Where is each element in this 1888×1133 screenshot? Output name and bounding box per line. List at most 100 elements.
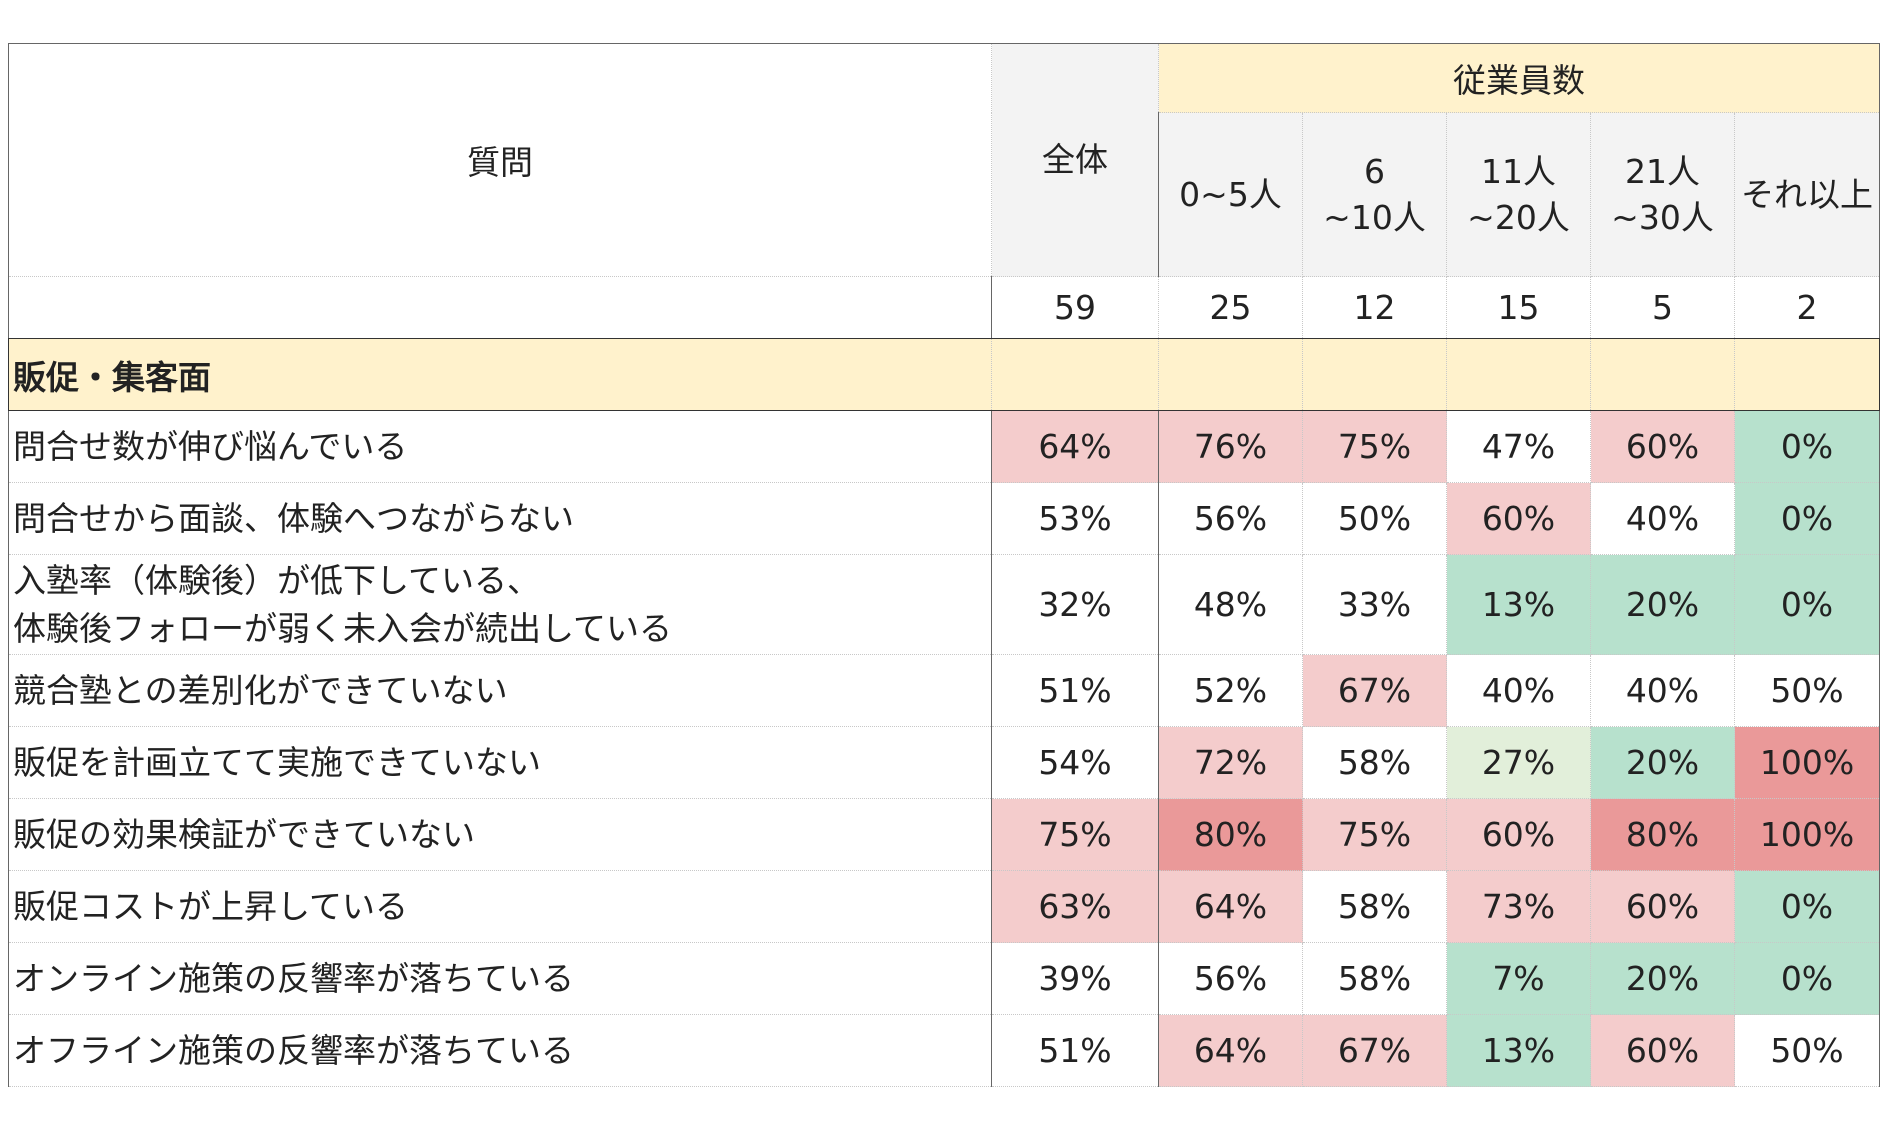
band-header-line: 6 [1364,151,1385,191]
band-header-2: 11人 ~20人 [1446,112,1591,277]
percent-cell: 67% [1302,1014,1447,1087]
percent-cell: 7% [1446,942,1591,1015]
table-row: 販促を計画立てて実施できていない 54% 72% 58% 27% 20% 100% [8,726,1880,799]
question-label: 問合せから面談、体験へつながらない [8,482,992,555]
question-label-line: 販促の効果検証ができていない [13,814,475,854]
band-header-4: それ以上 [1734,112,1880,277]
percent-cell: 40% [1590,654,1735,727]
question-label: 販促の効果検証ができていない [8,798,992,871]
percent-cell: 51% [991,654,1159,727]
question-label: 入塾率（体験後）が低下している、体験後フォローが弱く未入会が続出している [8,554,992,655]
table-row: オンライン施策の反響率が落ちている 39% 56% 58% 7% 20% 0% [8,942,1880,1015]
percent-cell: 0% [1734,942,1880,1015]
percent-cell: 60% [1446,798,1591,871]
percent-cell: 0% [1734,410,1880,483]
percent-cell: 13% [1446,554,1591,655]
table-row: 競合塾との差別化ができていない 51% 52% 67% 40% 40% 50% [8,654,1880,727]
table-row: 販促の効果検証ができていない 75% 80% 75% 60% 80% 100% [8,798,1880,871]
respondent-count: 59 [991,276,1159,339]
percent-cell: 33% [1302,554,1447,655]
section-cell [1734,338,1880,411]
question-label-line: 販促コストが上昇している [13,886,409,926]
percent-cell: 80% [1590,798,1735,871]
question-label-line: 入塾率（体験後）が低下している、 [13,560,541,600]
table-row: 問合せから面談、体験へつながらない 53% 56% 50% 60% 40% 0% [8,482,1880,555]
percent-cell: 50% [1302,482,1447,555]
percent-cell: 58% [1302,726,1447,799]
band-header-1: 6 ~10人 [1302,112,1447,277]
question-label: 問合せ数が伸び悩んでいる [8,410,992,483]
percent-cell: 56% [1158,942,1303,1015]
question-label-line: 問合せから面談、体験へつながらない [13,498,574,538]
band-header-line: それ以上 [1741,174,1873,214]
section-cell [1158,338,1303,411]
respondent-count: 5 [1590,276,1735,339]
table-row: 販促コストが上昇している 63% 64% 58% 73% 60% 0% [8,870,1880,943]
respondent-count: 12 [1302,276,1447,339]
question-label-line: 体験後フォローが弱く未入会が続出している [13,608,673,648]
percent-cell: 100% [1734,798,1880,871]
percent-cell: 50% [1734,1014,1880,1087]
question-label: オフライン施策の反響率が落ちている [8,1014,992,1087]
table-row: オフライン施策の反響率が落ちている 51% 64% 67% 13% 60% 50% [8,1014,1880,1087]
percent-cell: 48% [1158,554,1303,655]
table-row: 入塾率（体験後）が低下している、 体験後フォローが弱く未入会が続出している 32% 4… [8,554,1880,655]
percent-cell: 51% [991,1014,1159,1087]
percent-cell: 40% [1590,482,1735,555]
percent-cell: 73% [1446,870,1591,943]
table-row: 問合せ数が伸び悩んでいる 64% 76% 75% 47% 60% 0% [8,410,1880,483]
percent-cell: 60% [1590,1014,1735,1087]
band-header-line: ~30人 [1611,197,1714,237]
band-header-line: ~20人 [1467,197,1570,237]
n-row-label [8,276,992,339]
percent-cell: 0% [1734,554,1880,655]
question-label-line: 競合塾との差別化ができていない [13,670,508,710]
percent-cell: 32% [991,554,1159,655]
percent-cell: 47% [1446,410,1591,483]
percent-cell: 39% [991,942,1159,1015]
percent-cell: 13% [1446,1014,1591,1087]
percent-cell: 60% [1590,870,1735,943]
total-header: 全体 [991,43,1159,277]
percent-cell: 67% [1302,654,1447,727]
percent-cell: 64% [1158,870,1303,943]
percent-cell: 20% [1590,942,1735,1015]
question-label-line: オンライン施策の反響率が落ちている [13,958,574,998]
question-header: 質問 [8,43,992,277]
percent-cell: 60% [1590,410,1735,483]
percent-cell: 58% [1302,942,1447,1015]
percent-cell: 53% [991,482,1159,555]
band-header-line: 0~5人 [1179,174,1282,214]
survey-table: 質問 全体 従業員数 0~5人 6 ~10人 11人 ~20人 21人 ~30人 それ以上 5… [8,43,1880,1087]
question-label: 販促を計画立てて実施できていない [8,726,992,799]
percent-cell: 20% [1590,554,1735,655]
section-cell [1302,338,1447,411]
section-cell [991,338,1159,411]
percent-cell: 0% [1734,482,1880,555]
percent-cell: 75% [1302,410,1447,483]
section-title: 販促・集客面 [8,338,992,411]
percent-cell: 100% [1734,726,1880,799]
percent-cell: 76% [1158,410,1303,483]
percent-cell: 40% [1446,654,1591,727]
question-label: 販促コストが上昇している [8,870,992,943]
question-label-line: 販促を計画立てて実施できていない [13,742,541,782]
percent-cell: 64% [1158,1014,1303,1087]
band-header-line: 21人 [1625,151,1700,191]
percent-cell: 75% [1302,798,1447,871]
respondent-count: 2 [1734,276,1880,339]
question-label: オンライン施策の反響率が落ちている [8,942,992,1015]
percent-cell: 54% [991,726,1159,799]
respondent-count: 15 [1446,276,1591,339]
percent-cell: 60% [1446,482,1591,555]
percent-cell: 58% [1302,870,1447,943]
question-label-line: 問合せ数が伸び悩んでいる [13,426,408,466]
section-cell [1446,338,1591,411]
band-header-3: 21人 ~30人 [1590,112,1735,277]
band-header-line: 11人 [1481,151,1556,191]
percent-cell: 56% [1158,482,1303,555]
percent-cell: 64% [991,410,1159,483]
percent-cell: 27% [1446,726,1591,799]
percent-cell: 80% [1158,798,1303,871]
percent-cell: 72% [1158,726,1303,799]
